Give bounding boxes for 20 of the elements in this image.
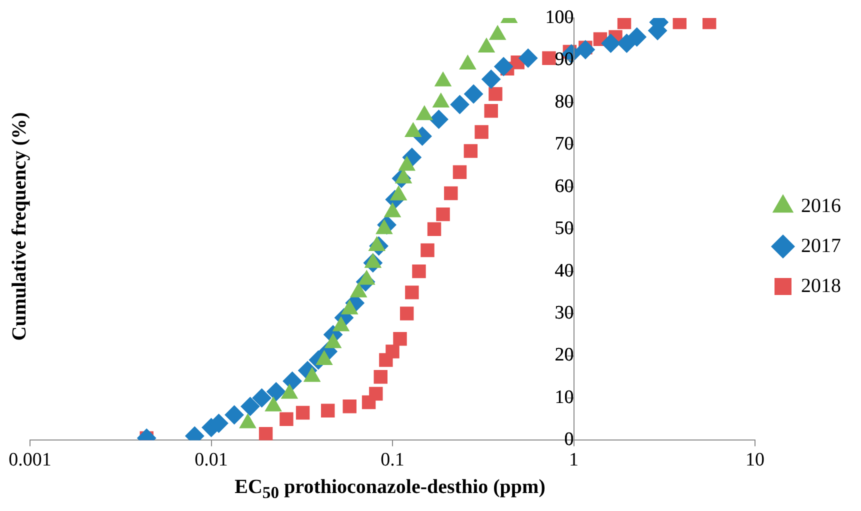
y-tick-label: 50 xyxy=(554,218,574,240)
y-tick-label: 0 xyxy=(564,429,574,450)
x-axis-title: EC$_{50}$ prothioconazole-desthio (ppm) xyxy=(234,476,546,503)
x-tick-label: 0.1 xyxy=(380,450,404,471)
y-tick-label: 10 xyxy=(554,386,574,408)
legend-label: 2018 xyxy=(801,274,841,297)
y-tick-label: 40 xyxy=(554,260,574,282)
legend-label: 2016 xyxy=(801,194,841,217)
y-tick-label: 80 xyxy=(554,91,574,112)
x-tick-label: 0.001 xyxy=(8,450,52,471)
y-tick-label: 60 xyxy=(554,176,574,197)
x-tick-label: 10 xyxy=(746,450,764,471)
y-tick-label: 30 xyxy=(554,302,574,324)
y-tick-label: 100 xyxy=(545,6,574,28)
y-axis-title: Cumulative frequency (%) xyxy=(8,111,32,343)
x-tick-label: 0.01 xyxy=(194,450,228,471)
y-tick-label: 70 xyxy=(554,134,574,155)
y-tick-label: 20 xyxy=(554,344,574,366)
x-tick-label: 1 xyxy=(569,450,578,471)
legend-label: 2017 xyxy=(801,234,841,257)
